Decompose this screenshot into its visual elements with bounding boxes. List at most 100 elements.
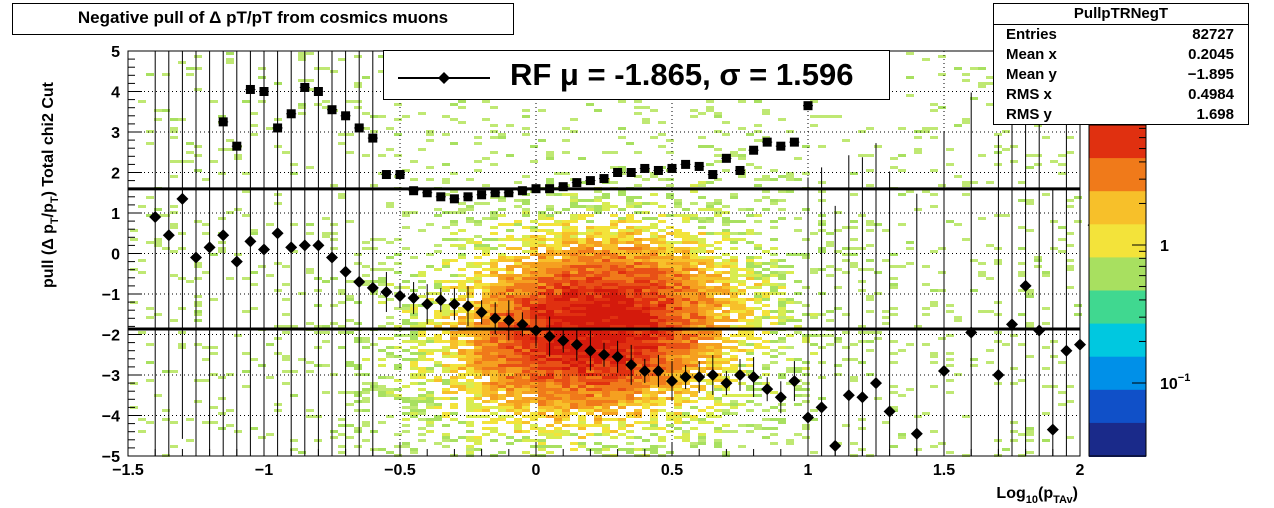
heat-cell [1018, 274, 1026, 277]
heat-cell [642, 280, 650, 283]
heat-cell [554, 238, 562, 241]
heat-cell [674, 298, 682, 301]
heat-cell [362, 373, 370, 376]
heat-cell [506, 265, 514, 268]
heat-cell [234, 253, 242, 256]
heat-cell [626, 397, 634, 400]
heat-cell [450, 286, 458, 289]
heat-cell [554, 430, 562, 433]
heat-cell [930, 352, 938, 355]
heat-cell [514, 256, 522, 259]
heat-cell [914, 148, 922, 151]
heat-cell [442, 181, 450, 184]
heat-cell [682, 307, 690, 310]
heat-cell [370, 247, 378, 250]
heat-cell [634, 382, 642, 385]
heat-cell [946, 364, 954, 367]
heat-cell [578, 367, 586, 370]
heat-cell [474, 340, 482, 343]
heat-cell [722, 361, 730, 364]
heat-cell [634, 232, 642, 235]
heat-cell [778, 316, 786, 319]
y-tick-label: 1 [111, 206, 120, 223]
heat-cell [802, 337, 810, 340]
heat-cell [610, 319, 618, 322]
heat-cell [698, 352, 706, 355]
mean-point [434, 294, 447, 307]
heat-cell [610, 238, 618, 241]
heat-cell [602, 256, 610, 259]
heat-cell [602, 283, 610, 286]
heat-cell [730, 406, 738, 409]
heat-cell [474, 388, 482, 391]
heat-cell [658, 361, 666, 364]
heat-cell [714, 427, 722, 430]
heat-cell [506, 277, 514, 280]
heat-cell [362, 391, 370, 394]
heat-cell [762, 196, 770, 199]
heat-cell [362, 241, 370, 244]
heat-cell [538, 340, 546, 343]
heat-cell [530, 349, 538, 352]
heat-cell [514, 286, 522, 289]
heat-cell [882, 310, 890, 313]
heat-cell [226, 139, 234, 142]
heat-cell [634, 349, 642, 352]
heat-cell [690, 289, 698, 292]
heat-cell [690, 115, 698, 118]
heat-cell [610, 226, 618, 229]
heat-cell [362, 424, 370, 427]
heat-cell [514, 355, 522, 358]
mean-point [462, 300, 474, 313]
heat-cell [666, 283, 674, 286]
heat-cell [602, 229, 610, 232]
heat-cell [562, 403, 570, 406]
heat-cell [1042, 274, 1050, 277]
heat-cell [586, 253, 594, 256]
heat-cell [706, 346, 714, 349]
heat-cell [962, 73, 970, 76]
heat-cell [522, 301, 530, 304]
heat-cell [514, 418, 522, 421]
heat-cell [506, 229, 514, 232]
heat-cell [386, 376, 394, 379]
heat-cell [866, 268, 874, 271]
heat-cell [426, 370, 434, 373]
heat-cell [674, 346, 682, 349]
heat-cell [682, 352, 690, 355]
heat-cell [250, 133, 258, 136]
heat-cell [650, 421, 658, 424]
heat-cell [506, 301, 514, 304]
heat-cell [586, 319, 594, 322]
heat-cell [570, 361, 578, 364]
heat-cell [522, 292, 530, 295]
heat-cell [530, 262, 538, 265]
heat-cell [490, 340, 498, 343]
heat-cell [586, 433, 594, 436]
heat-cell [978, 262, 986, 265]
heat-cell [802, 361, 810, 364]
heat-cell [626, 343, 634, 346]
heat-cell [682, 355, 690, 358]
heat-cell [850, 442, 858, 445]
heat-cell [786, 271, 794, 274]
heat-cell [506, 394, 514, 397]
heat-cell [610, 298, 618, 301]
heat-cell [690, 238, 698, 241]
heat-cell [290, 439, 298, 442]
heat-cell [682, 262, 690, 265]
heat-cell [170, 250, 178, 253]
heat-cell [474, 448, 482, 451]
heat-cell [738, 349, 746, 352]
rms-point [640, 163, 650, 173]
heat-cell [482, 421, 490, 424]
palette-band [1089, 273, 1146, 281]
heat-cell [538, 367, 546, 370]
heat-cell [570, 295, 578, 298]
heat-cell [834, 211, 842, 214]
heat-cell [362, 247, 370, 250]
heat-cell [658, 271, 666, 274]
heat-cell [426, 421, 434, 424]
heat-cell [602, 409, 610, 412]
heat-cell [522, 451, 530, 454]
